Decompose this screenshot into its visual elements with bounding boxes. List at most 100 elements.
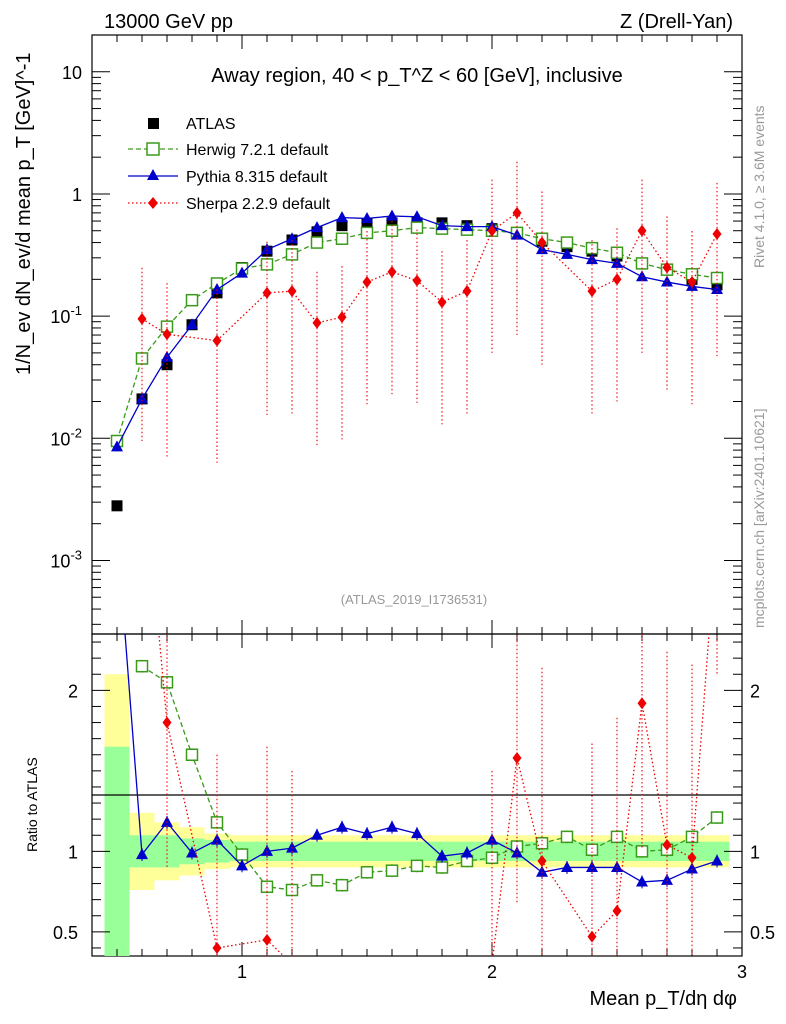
- herwig-ratio-point: [485, 851, 499, 865]
- pythia-ratio-point: [636, 875, 648, 887]
- pythia-ratio-point: [411, 827, 423, 839]
- pythia-ratio-point: [311, 828, 323, 840]
- x-tick-label: 2: [487, 962, 497, 982]
- ratio-y-tick-label: 2: [68, 681, 78, 701]
- herwig-ratio-point: [235, 848, 249, 861]
- pythia-data-point: [561, 247, 573, 259]
- header-left-label: 13000 GeV pp: [104, 11, 233, 33]
- sherpa-data-point: [612, 273, 622, 286]
- sherpa-ratio-point: [713, 523, 722, 535]
- herwig-ratio-point: [210, 816, 224, 829]
- sherpa-data-point: [212, 334, 222, 347]
- ratio-series-layer: [124, 523, 724, 956]
- atlas-data-point: [111, 500, 123, 512]
- sherpa-ratio-point: [612, 904, 622, 917]
- herwig-ratio-point: [285, 883, 299, 897]
- legend-marker-atlas: [148, 118, 159, 129]
- herwig-ratio-point: [535, 837, 549, 850]
- legend-marker-herwig: [146, 142, 160, 156]
- pythia-data-point: [261, 243, 273, 255]
- sherpa-data-point: [537, 236, 547, 249]
- sherpa-data-point: [662, 261, 672, 274]
- sherpa-data-point: [487, 224, 497, 237]
- pythia-data-point: [136, 392, 148, 404]
- pythia-ratio-point: [561, 860, 573, 872]
- sherpa-data-point: [362, 276, 372, 289]
- legend: ATLAS Herwig 7.2.1 default Pythia 8.315 …: [128, 116, 331, 213]
- sherpa-ratio-point: [687, 851, 697, 864]
- ratio-y-tick-label-right: 1: [750, 842, 760, 862]
- ratio-band-green: [354, 841, 380, 862]
- sherpa-data-point: [462, 285, 472, 298]
- herwig-ratio-point: [635, 845, 649, 858]
- header-right-label: Z (Drell-Yan): [620, 11, 733, 33]
- pythia-data-point: [286, 232, 298, 244]
- pythia-ratio-point: [661, 873, 673, 885]
- pythia-data-point: [586, 253, 598, 265]
- main-y-tick-label: 10-2: [50, 425, 82, 449]
- ratio-band-green: [554, 841, 580, 862]
- pythia-data-point: [111, 440, 123, 452]
- herwig-data-point: [185, 293, 199, 307]
- herwig-ratio-point: [560, 830, 574, 844]
- herwig-ratio-point: [410, 859, 424, 873]
- pythia-ratio-point: [236, 859, 248, 871]
- x-tick-label: 3: [737, 962, 747, 982]
- pythia-data-point: [211, 283, 223, 295]
- herwig-ratio-point: [360, 866, 374, 879]
- sherpa-data-point: [512, 206, 522, 219]
- herwig-data-point: [635, 257, 649, 270]
- pythia-ratio-point: [336, 820, 348, 832]
- legend-label-herwig: Herwig 7.2.1 default: [186, 142, 329, 159]
- pythia-ratio-point: [686, 862, 698, 874]
- pythia-data-point: [236, 266, 248, 278]
- sherpa-ratio-line: [158, 634, 710, 956]
- legend-marker-pythia: [147, 169, 159, 180]
- mcplots-label: mcplots.cern.ch [arXiv:2401.10621]: [751, 409, 767, 628]
- sherpa-data-point: [412, 274, 422, 287]
- sherpa-data-point: [687, 276, 697, 289]
- sherpa-line: [141, 211, 718, 342]
- chart-title: Away region, 40 < p_T^Z < 60 [GeV], incl…: [211, 65, 622, 87]
- herwig-ratio-point: [135, 659, 149, 673]
- herwig-data-point: [710, 271, 724, 285]
- pythia-data-point: [461, 220, 473, 232]
- pythia-data-point: [361, 211, 373, 223]
- sherpa-data-point: [637, 224, 647, 237]
- pythia-ratio-point: [536, 865, 548, 877]
- herwig-ratio-point: [185, 748, 199, 761]
- sherpa-ratio-point: [637, 697, 647, 710]
- sherpa-ratio-point: [162, 716, 172, 729]
- ratio-y-axis-label: Ratio to ATLAS: [24, 757, 40, 852]
- sherpa-data-point: [387, 265, 397, 278]
- pythia-ratio-point: [711, 854, 723, 866]
- herwig-ratio-point: [710, 811, 724, 824]
- herwig-data-point: [135, 352, 149, 365]
- pythia-ratio-point: [461, 846, 473, 858]
- main-y-tick-label: 10: [62, 63, 82, 83]
- pythia-data-point: [436, 219, 448, 231]
- legend-label-atlas: ATLAS: [186, 116, 236, 133]
- sherpa-data-point: [437, 296, 447, 309]
- sherpa-data-point: [137, 312, 147, 325]
- main-series-layer: [110, 161, 724, 512]
- sherpa-ratio-point: [212, 941, 222, 954]
- ratio-y-tick-label: 0.5: [53, 923, 78, 943]
- ratio-band-green: [404, 841, 430, 862]
- ratio-uncertainty-bands: [104, 674, 730, 956]
- sherpa-data-point: [712, 228, 722, 241]
- pythia-data-point: [611, 256, 623, 268]
- legend-label-pythia: Pythia 8.315 default: [186, 169, 328, 186]
- pythia-data-point: [711, 283, 723, 295]
- x-axis-label: Mean p_T/dη dφ: [590, 988, 738, 1010]
- sherpa-data-point: [262, 286, 272, 299]
- herwig-data-point: [260, 258, 274, 271]
- herwig-data-point: [360, 226, 374, 240]
- main-y-tick-label: 1: [72, 185, 82, 205]
- sherpa-data-point: [287, 285, 297, 298]
- pythia-data-point: [311, 221, 323, 233]
- atlas-data-point: [361, 218, 373, 230]
- pythia-ratio-point: [436, 849, 448, 861]
- pythia-ratio-point: [136, 848, 148, 860]
